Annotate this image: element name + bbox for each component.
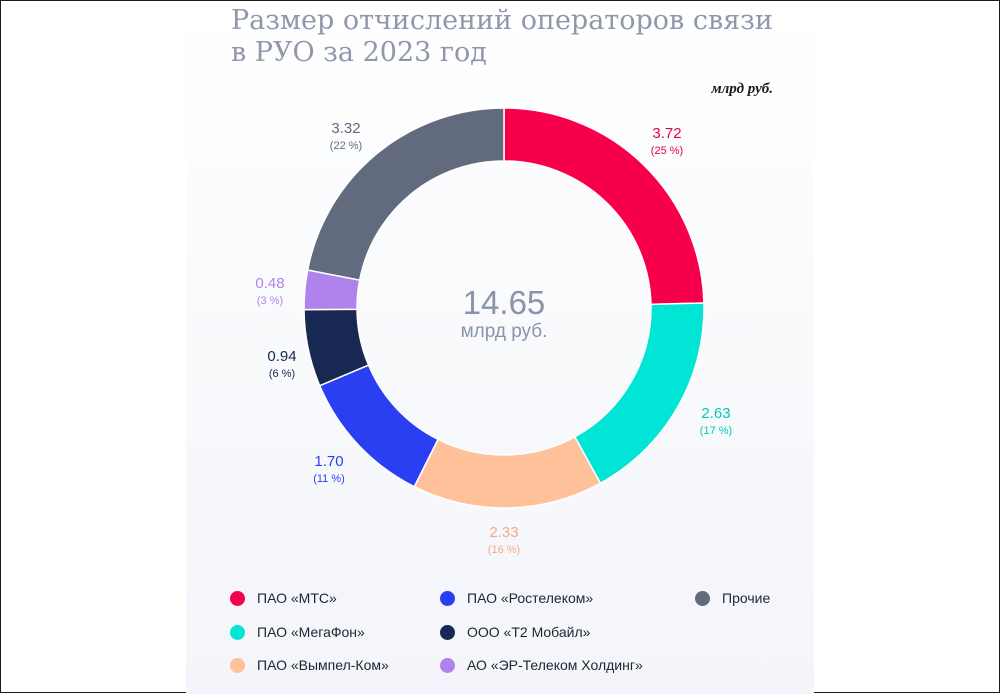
legend-label: ПАО «МТС» (257, 590, 337, 606)
legend-label: АО «ЭР-Телеком Холдинг» (467, 657, 643, 673)
legend-swatch-icon (230, 590, 245, 606)
chart-title: Размер отчислений операторов связи в РУО… (231, 5, 773, 69)
legend-label: ООО «Т2 Мобайл» (467, 624, 591, 640)
slice-label-4: 1.70 (11 %) (313, 453, 345, 486)
legend-item-3: Прочие (695, 590, 770, 606)
legend-item-1: ПАО «МТС» (230, 590, 337, 606)
slice-percent-2: (17 %) (699, 425, 733, 437)
slice-percent-3: (16 %) (487, 544, 521, 556)
legend-label: Прочие (722, 590, 771, 606)
legend-swatch-icon (440, 657, 455, 673)
chart-title-line-1: Размер отчислений операторов связи (231, 5, 773, 36)
slice-value-1: 3.72 (652, 125, 682, 142)
slice-label-1: 3.72 (25 %) (651, 125, 683, 158)
slice-percent-7: (22 %) (329, 140, 363, 152)
legend-item-5: ООО «Т2 Мобайл» (440, 624, 590, 640)
legend-swatch-icon (230, 624, 245, 640)
legend-swatch-icon (230, 657, 245, 673)
donut-slice-7 (306, 107, 505, 281)
legend-item-7: АО «ЭР-Телеком Холдинг» (440, 657, 643, 673)
slice-percent-1: (25 %) (650, 145, 684, 157)
slice-label-7: 3.32 (22 %) (330, 120, 362, 153)
donut-slice-2 (573, 302, 705, 485)
legend-label: ПАО «МегаФон» (257, 624, 365, 640)
slice-value-5: 0.94 (267, 348, 297, 365)
slice-value-2: 2.63 (701, 405, 731, 422)
slice-value-6: 0.48 (255, 275, 285, 292)
legend-swatch-icon (440, 590, 455, 606)
slice-value-4: 1.70 (314, 453, 344, 470)
slice-percent-6: (3 %) (256, 295, 284, 307)
slice-label-3: 2.33 (16 %) (488, 524, 520, 557)
legend-swatch-icon (695, 590, 710, 606)
slice-value-3: 2.33 (489, 524, 519, 541)
slice-percent-4: (11 %) (313, 473, 345, 485)
total-value: 14.65 (462, 284, 546, 321)
donut-center: 14.65 млрд руб. (461, 285, 548, 343)
donut-slice-3 (413, 435, 602, 509)
legend-swatch-icon (440, 624, 455, 640)
legend-item-2: ПАО «Ростелеком» (440, 590, 593, 606)
slice-percent-5: (6 %) (268, 368, 296, 380)
slice-label-5: 0.94 (6 %) (267, 348, 296, 381)
chart-title-line-2: в РУО за 2023 год (231, 37, 487, 68)
legend-item-6: ПАО «Вымпел-Ком» (230, 657, 389, 673)
unit-label: млрд руб. (711, 81, 773, 97)
slice-label-6: 0.48 (3 %) (255, 275, 284, 308)
slice-label-2: 2.63 (17 %) (700, 405, 732, 438)
total-unit: млрд руб. (460, 321, 548, 342)
legend-item-4: ПАО «МегаФон» (230, 624, 365, 640)
legend-label: ПАО «Ростелеком» (467, 590, 594, 606)
slice-value-7: 3.32 (331, 120, 361, 137)
legend-label: ПАО «Вымпел-Ком» (257, 657, 389, 673)
